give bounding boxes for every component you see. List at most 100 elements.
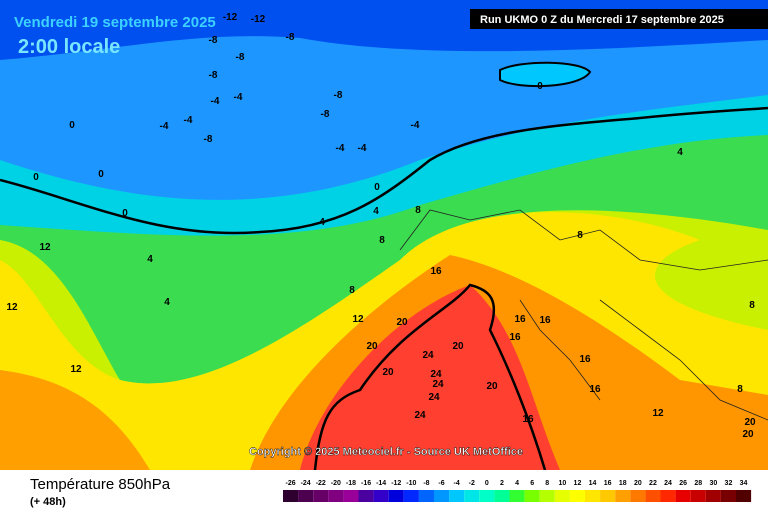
contour-label: 4 — [373, 206, 379, 217]
scale-label: -2 — [469, 480, 475, 487]
scale-swatch — [585, 490, 601, 502]
contour-label: -4 — [160, 121, 169, 132]
scale-swatch — [418, 490, 434, 502]
scale-label: 20 — [634, 480, 642, 487]
contour-label: 20 — [396, 317, 408, 328]
scale-swatch — [373, 490, 389, 502]
contour-label: 20 — [382, 367, 394, 378]
scale-swatch — [434, 490, 450, 502]
contour-label: 4 — [164, 297, 170, 308]
scale-label: -16 — [361, 480, 371, 487]
contour-label: 20 — [452, 341, 464, 352]
scale-swatch — [690, 490, 706, 502]
scale-swatch — [449, 490, 465, 502]
contour-label: 12 — [6, 302, 18, 313]
run-box — [470, 9, 768, 29]
scale-swatch — [569, 490, 585, 502]
scale-label: 10 — [558, 480, 566, 487]
scale-label: -10 — [406, 480, 416, 487]
contour-label: 24 — [428, 392, 440, 403]
scale-label: 6 — [530, 480, 534, 487]
scale-label: -6 — [438, 480, 444, 487]
scale-label: 30 — [709, 480, 717, 487]
scale-swatch — [554, 490, 570, 502]
scale-swatch — [479, 490, 495, 502]
scale-swatch — [539, 490, 555, 502]
scale-label: -18 — [346, 480, 356, 487]
contour-label: 20 — [366, 341, 378, 352]
contour-label: 16 — [430, 266, 442, 277]
zero-contour-island — [499, 61, 592, 88]
very-hot-zone — [300, 285, 560, 470]
scale-label: 8 — [545, 480, 549, 487]
scale-swatch — [388, 490, 404, 502]
contour-label: -4 — [358, 143, 367, 154]
scale-swatch — [509, 490, 525, 502]
contour-label: -4 — [336, 143, 345, 154]
scale-label: 32 — [725, 480, 733, 487]
scale-label: -22 — [316, 480, 326, 487]
contour-label: -8 — [209, 35, 218, 46]
contour-label: 20 — [744, 417, 756, 428]
scale-label: -26 — [285, 480, 295, 487]
scale-label: -24 — [301, 480, 311, 487]
scale-swatch — [630, 490, 646, 502]
contour-label: 0 — [537, 81, 543, 92]
scale-label: -14 — [376, 480, 386, 487]
contour-label: 0 — [33, 172, 39, 183]
contour-label: 4 — [677, 147, 683, 158]
contour-label: 0 — [69, 120, 75, 131]
contour-label: -8 — [204, 134, 213, 145]
copyright: Copyright © 2025 Meteociel.fr - Source U… — [249, 446, 523, 458]
contour-label: 12 — [70, 364, 82, 375]
scale-label: -8 — [423, 480, 429, 487]
contour-label: 20 — [742, 429, 754, 440]
time: 2:00 locale — [18, 36, 120, 58]
contour-label: 8 — [749, 300, 755, 311]
scale-swatch — [343, 490, 359, 502]
scale-label: 0 — [485, 480, 489, 487]
scale-swatch — [660, 490, 676, 502]
contour-label: 4 — [319, 217, 325, 228]
footer-subtitle: (+ 48h) — [30, 496, 66, 508]
scale-label: 18 — [619, 480, 627, 487]
contour-label: 24 — [414, 410, 426, 421]
contour-label: -4 — [234, 92, 243, 103]
contour-label: -8 — [334, 90, 343, 101]
contour-label: 8 — [577, 230, 583, 241]
contour-label: -8 — [286, 32, 295, 43]
contour-label: 12 — [652, 408, 664, 419]
map-labels: -12 -12 -8 -8 -8 -8 -4 -4 -8 -8 -4 -4 0 -4 -4 0 0 0 0 4 4 4 4 4… — [6, 12, 756, 440]
scale-label: 24 — [664, 480, 672, 487]
contour-label: 4 — [147, 254, 153, 265]
contour-label: 12 — [39, 242, 51, 253]
hot-zone-west — [0, 370, 150, 470]
scale-swatch — [600, 490, 616, 502]
scale-label: 26 — [679, 480, 687, 487]
scale-swatch — [705, 490, 721, 502]
contour-label: 8 — [379, 235, 385, 246]
contour-label: 16 — [514, 314, 526, 325]
contour-label: -8 — [209, 70, 218, 81]
scale-swatch — [328, 490, 344, 502]
scale-swatch — [464, 490, 480, 502]
borders — [399, 209, 768, 421]
contour-label: -12 — [223, 12, 238, 23]
scale-label: 28 — [694, 480, 702, 487]
twenty-contour — [313, 283, 547, 471]
contour-label: -4 — [411, 120, 420, 131]
contour-label: 16 — [539, 315, 551, 326]
scale-label: 16 — [604, 480, 612, 487]
scale-swatch — [494, 490, 510, 502]
scale-label: -20 — [331, 480, 341, 487]
footer-title: Température 850hPa — [30, 476, 171, 493]
contour-label: 24 — [422, 350, 434, 361]
contour-label: -4 — [211, 96, 220, 107]
scale-label: 2 — [500, 480, 504, 487]
contour-label: 0 — [374, 182, 380, 193]
scale-label: 12 — [574, 480, 582, 487]
color-scale: -26 -24 -22 -20 -18 -16 -14 -12 -10 -8 -6 -4 -2 0 2 4 6 8… — [283, 480, 752, 502]
contour-label: 12 — [352, 314, 364, 325]
